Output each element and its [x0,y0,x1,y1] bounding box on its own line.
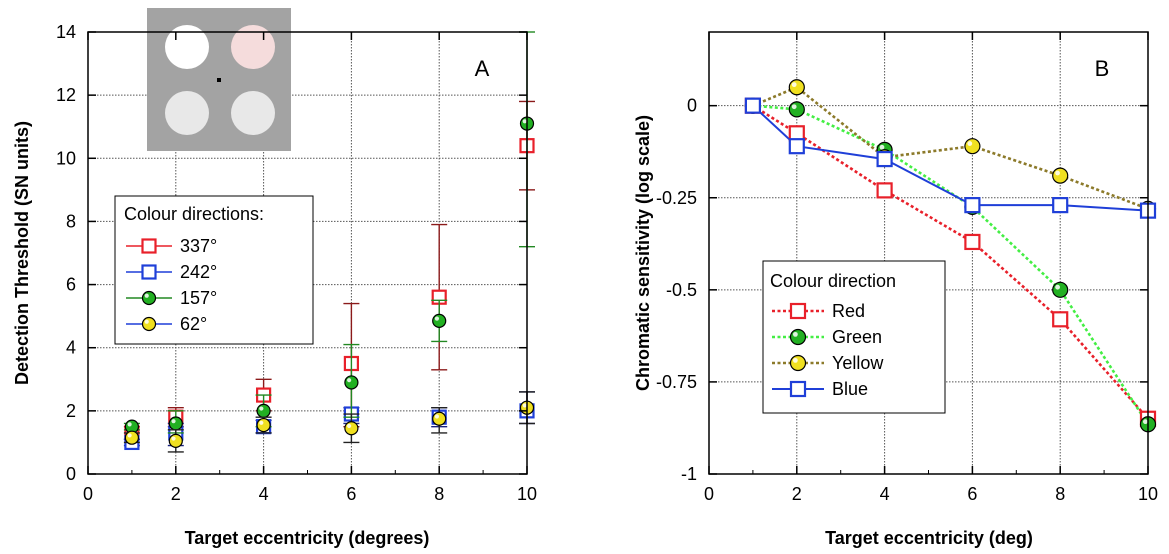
data-point [876,182,893,199]
legend-label: Green [832,327,882,347]
y-tick-label: 4 [66,338,76,358]
y-tick-label: 10 [56,148,76,168]
y-tick-label: -0.5 [666,280,697,300]
x-tick-label: 0 [83,484,93,504]
legend-marker [789,328,807,346]
stimulus-inset [147,8,291,151]
y-tick-label: -0.25 [656,188,697,208]
data-point [344,421,359,436]
legend-item-blue: Blue [772,379,868,399]
panel-a-label: A [475,56,490,81]
panel-b-legend-title: Colour direction [770,271,896,291]
y-tick-label: 0 [66,464,76,484]
x-tick-label: 2 [171,484,181,504]
data-point [788,138,805,155]
data-point [124,430,139,445]
panel-b-legend: Colour direction Red Green Yellow Blue [762,260,946,414]
y-tick-label: 12 [56,85,76,105]
series-line [752,104,1149,420]
data-point [744,97,762,114]
panel-b-y-axis-label: Chromatic sensitivity (log scale) [633,115,653,391]
panel-b-series [744,79,1157,433]
data-point [168,416,183,431]
data-point [964,233,981,251]
legend-marker [141,238,157,254]
legend-label: 157° [180,288,217,308]
legend-label: Red [832,301,865,321]
data-point [964,138,981,155]
x-tick-label: 6 [346,484,356,504]
x-tick-label: 8 [1055,484,1065,504]
legend-item-62: 62° [126,314,207,334]
legend-label: Blue [832,379,868,399]
panel-a-legend: Colour directions: 337° 242° 157° 62° [114,195,314,345]
panel-a-legend-title: Colour directions: [124,204,264,224]
data-point [432,313,447,328]
data-point [788,79,805,96]
panel-b-ticks: 0 2 4 6 8 10 0 -0.25 -0.5 -0.75 -1 [656,32,1158,504]
series-red [752,104,1149,420]
legend-item-157: 157° [126,288,217,308]
data-point [1052,197,1069,214]
data-point [344,375,359,390]
data-point [256,417,271,433]
markers-blue [744,97,1157,219]
panel-b-label: B [1095,56,1110,81]
y-tick-label: 0 [687,96,697,116]
y-tick-label: 2 [66,401,76,421]
legend-item-242: 242° [126,262,217,282]
inset-grey-disk [231,91,275,135]
legend-label: Yellow [832,353,884,373]
x-tick-label: 8 [434,484,444,504]
legend-marker [141,264,157,280]
series-line [752,104,1150,425]
legend-label: 242° [180,262,217,282]
data-point [124,419,139,434]
data-point [432,411,447,426]
data-point [1052,311,1069,328]
legend-marker [789,354,807,372]
panel-b-chart: 0 2 4 6 8 10 0 -0.25 -0.5 -0.75 -1 B Target eccent… [633,31,1158,548]
x-tick-label: 4 [880,484,890,504]
x-tick-label: 6 [967,484,977,504]
data-point [876,150,893,168]
x-tick-label: 4 [259,484,269,504]
legend-item-green: Green [772,327,882,347]
data-point [256,403,271,418]
x-tick-label: 10 [517,484,537,504]
inset-fixation-dot [217,78,221,82]
legend-marker [141,316,157,332]
panel-b-x-axis-label: Target eccentricity (deg) [825,528,1033,548]
panel-a-chart: 0 2 4 6 8 10 0 2 4 6 8 10 12 14 A Target eccentricity… [12,8,537,548]
y-tick-label: -0.75 [656,372,697,392]
x-tick-label: 2 [792,484,802,504]
x-tick-label: 10 [1138,484,1158,504]
inset-grey-disk [165,91,209,135]
panel-a-y-axis-label: Detection Threshold (SN units) [12,121,32,385]
legend-item-red: Red [772,301,865,321]
legend-label: 337° [180,236,217,256]
data-point [788,101,805,118]
data-point [964,197,981,214]
data-point [168,433,183,448]
data-point [1052,281,1069,298]
x-tick-label: 0 [704,484,714,504]
legend-marker [141,290,157,306]
panel-a-ticks: 0 2 4 6 8 10 0 2 4 6 8 10 12 14 [56,22,537,504]
y-tick-label: 6 [66,275,76,295]
legend-item-yellow: Yellow [772,353,884,373]
legend-marker [789,380,807,398]
y-tick-label: 14 [56,22,76,42]
series-green [752,104,1150,425]
data-point [1052,167,1069,184]
legend-marker [789,302,807,320]
y-tick-label: 8 [66,211,76,231]
panel-a-x-axis-label: Target eccentricity (degrees) [185,528,430,548]
y-tick-label: -1 [681,464,697,484]
legend-label: 62° [180,314,207,334]
legend-item-337: 337° [126,236,217,256]
